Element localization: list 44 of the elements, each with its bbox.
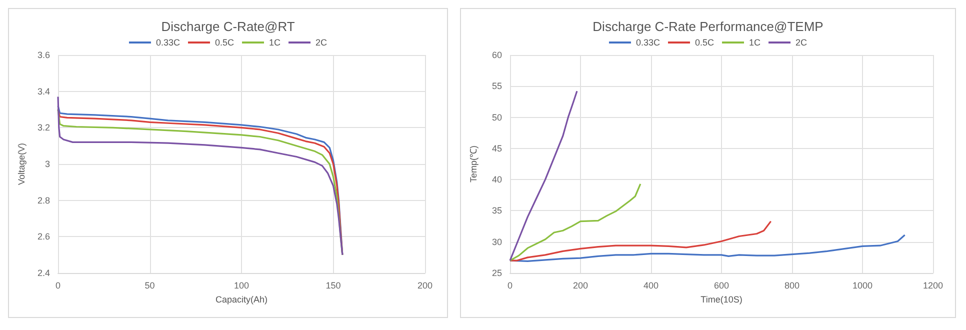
y-tick-label: 2.6: [37, 232, 50, 242]
line-series: [509, 220, 772, 262]
legend-label: 1C: [749, 38, 762, 48]
chart-title: Discharge C-Rate@RT: [161, 19, 295, 34]
x-tick-label: 1000: [852, 280, 873, 290]
y-axis-title: Temp(℃): [468, 145, 478, 183]
y-tick-label: 2.8: [37, 195, 50, 206]
y-tick-label: 55: [492, 81, 502, 92]
x-tick-label: 400: [643, 280, 659, 290]
legend-label: 0.33C: [636, 38, 660, 48]
y-tick-label: 35: [492, 206, 502, 216]
legend-label: 0.5C: [215, 38, 235, 48]
y-tick-label: 25: [492, 268, 502, 278]
x-tick-label: 50: [144, 280, 155, 290]
line-series: [509, 90, 578, 262]
y-tick-label: 40: [492, 174, 502, 185]
x-tick-label: 200: [417, 280, 433, 290]
x-axis-title: Time(10S): [700, 294, 742, 304]
y-tick-label: 2.4: [37, 268, 50, 278]
line-series: [509, 183, 642, 262]
x-axis-title: Capacity(Ah): [215, 294, 268, 304]
x-tick-label: 200: [572, 280, 588, 290]
y-tick-label: 50: [492, 112, 502, 122]
x-tick-label: 0: [507, 280, 513, 290]
x-tick-label: 100: [234, 280, 250, 290]
legend-label: 0.5C: [695, 38, 715, 48]
legend-label: 2C: [796, 38, 808, 48]
y-tick-label: 3.2: [37, 122, 50, 133]
x-tick-label: 0: [55, 280, 61, 290]
y-tick-label: 3.4: [37, 86, 50, 96]
legend-label: 1C: [269, 38, 282, 48]
legend-label: 2C: [316, 38, 328, 48]
x-tick-label: 1200: [922, 280, 944, 290]
chart-title: Discharge C-Rate Performance@TEMP: [592, 19, 824, 34]
x-tick-label: 600: [714, 280, 730, 290]
x-tick-label: 150: [326, 280, 341, 290]
y-tick-label: 45: [492, 143, 502, 154]
y-tick-label: 3: [44, 159, 50, 169]
y-tick-label: 30: [492, 236, 502, 247]
y-axis-title: Voltage(V): [16, 142, 26, 186]
legend-label: 0.33C: [156, 38, 180, 48]
y-tick-label: 3.6: [37, 50, 50, 60]
y-tick-label: 60: [492, 50, 502, 60]
x-tick-label: 800: [784, 280, 800, 290]
